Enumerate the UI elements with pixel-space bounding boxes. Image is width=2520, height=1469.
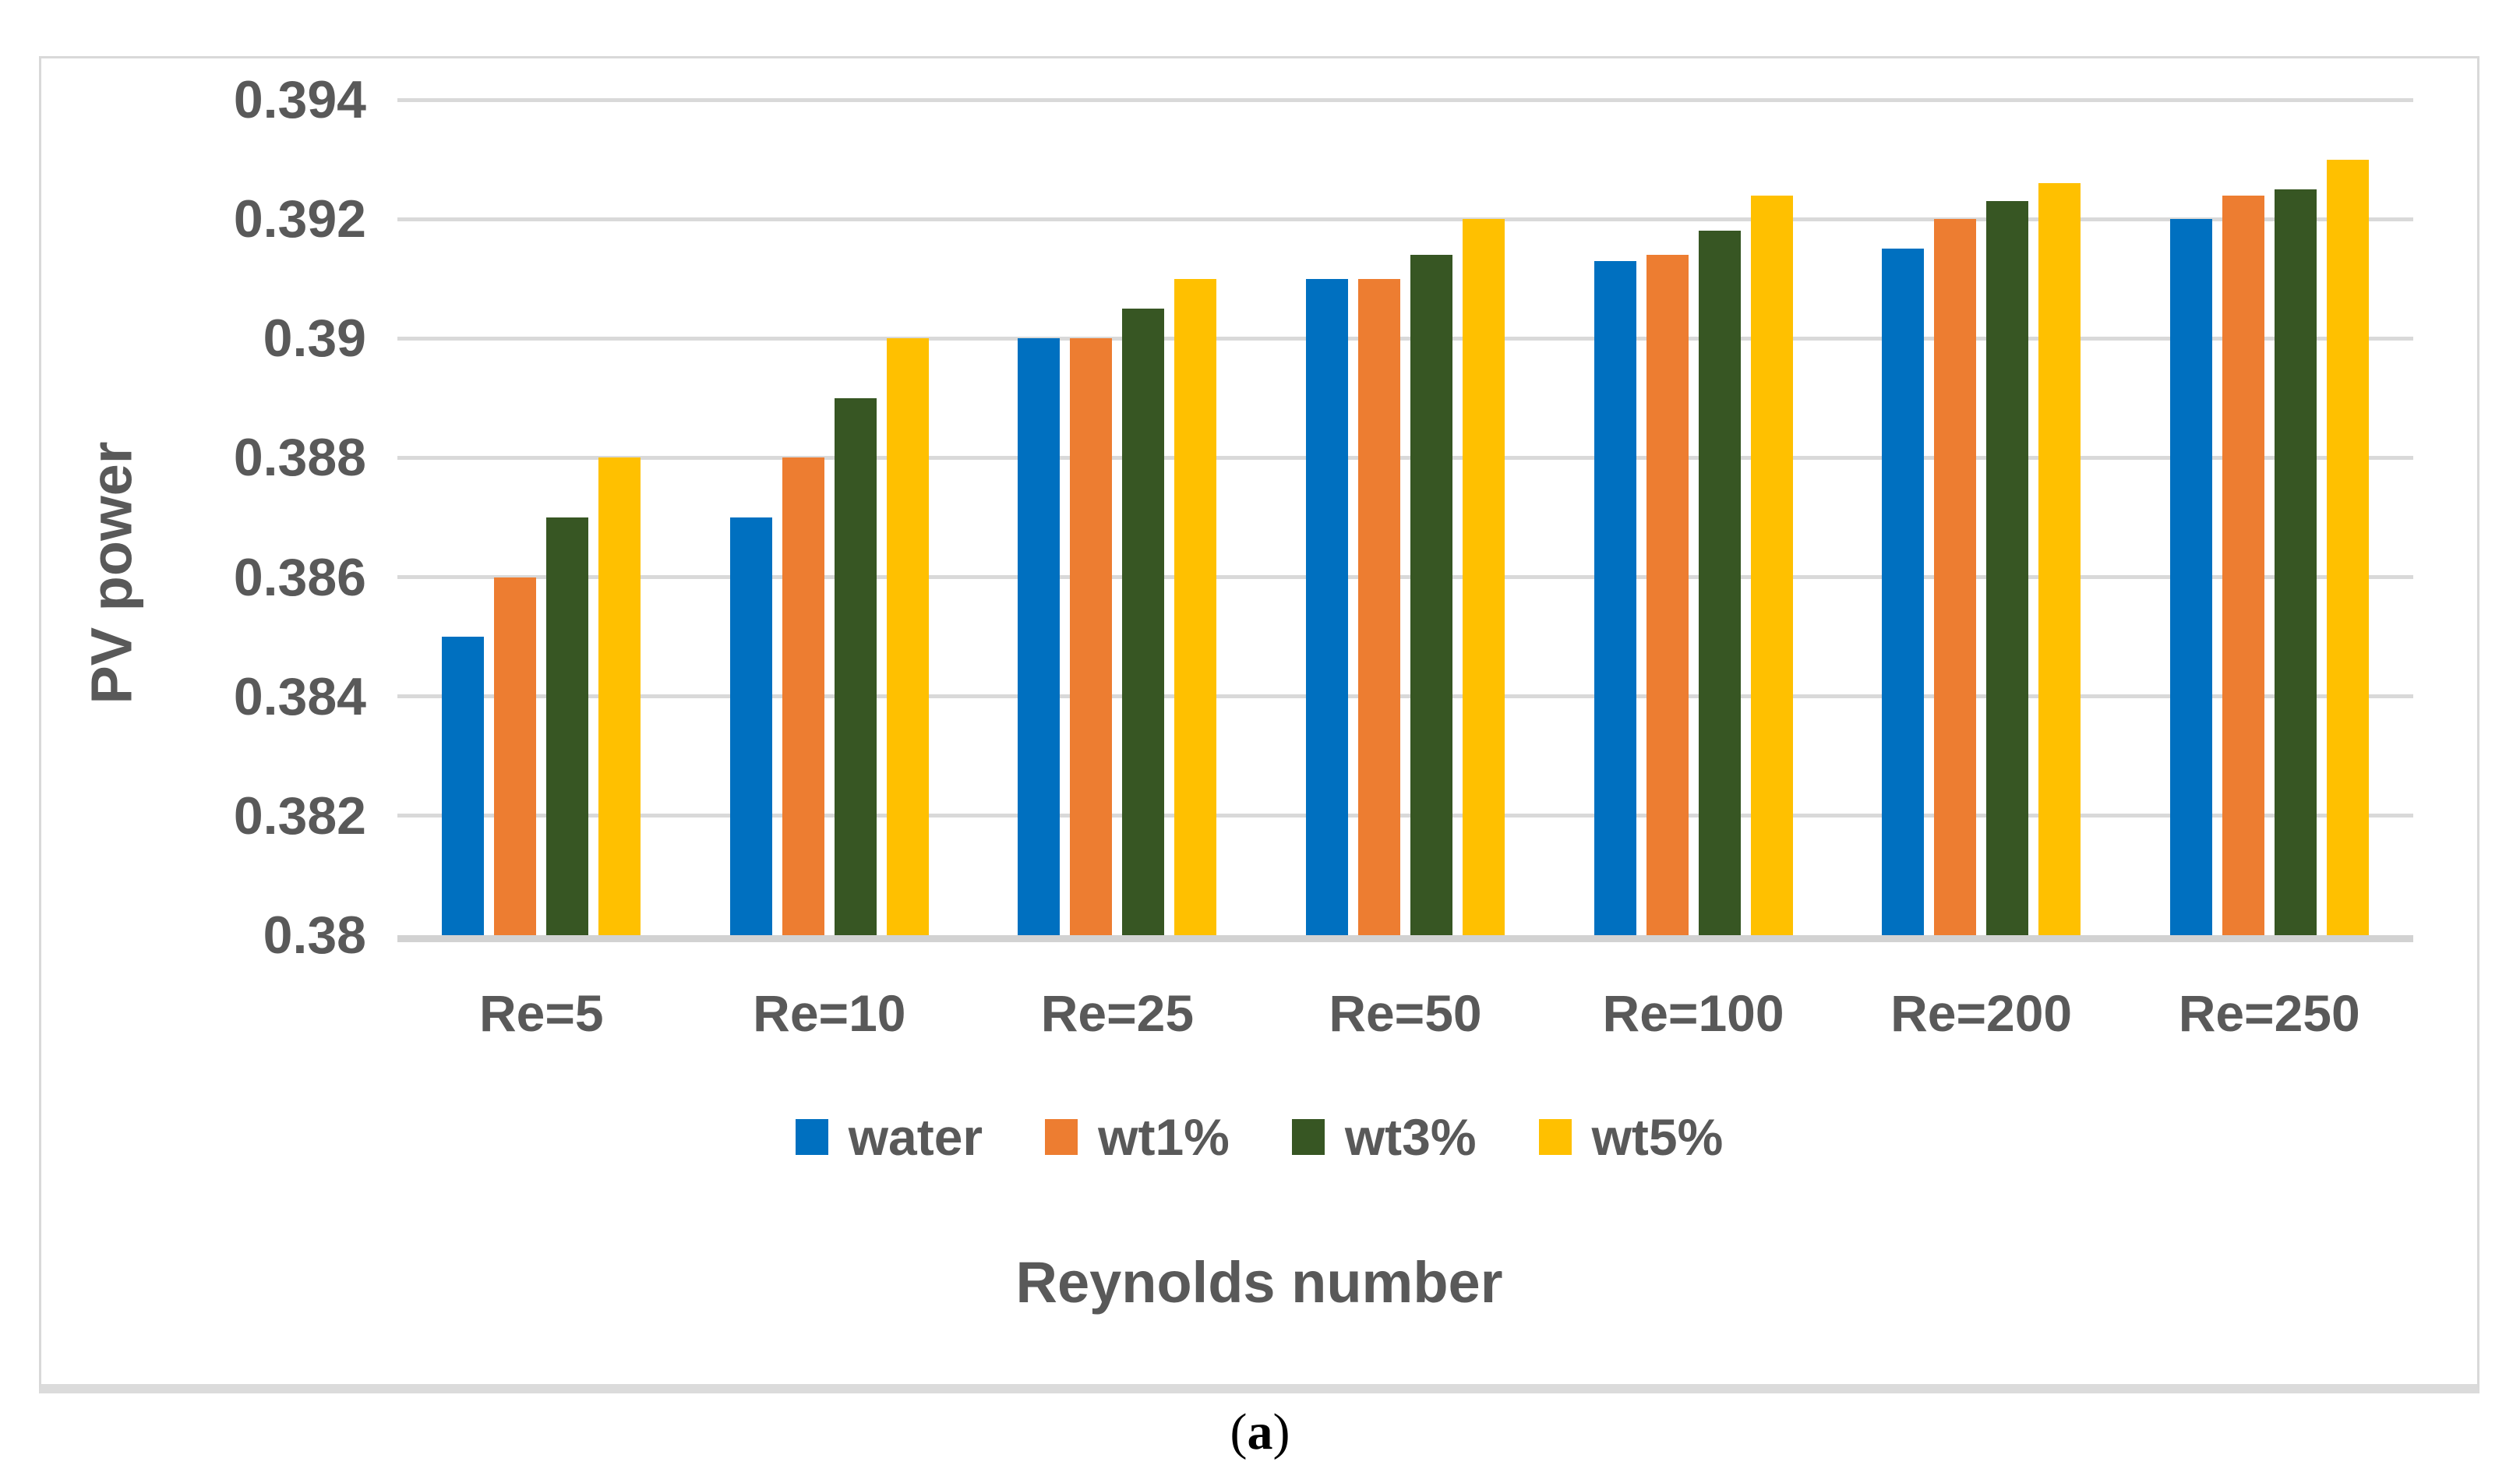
bar-wt3%-Re=200: [1986, 201, 2029, 935]
caption-open-paren: (: [1230, 1404, 1248, 1460]
legend-swatch-wt5%: [1538, 1119, 1572, 1155]
bar-water-Re=250: [2169, 219, 2212, 935]
gridline: [397, 97, 2413, 102]
x-tick-label: Re=200: [1890, 984, 2073, 1042]
bar-water-Re=100: [1594, 260, 1636, 935]
x-tick-label: Re=10: [753, 984, 906, 1042]
chart-area: PV power 0.38 0.382 0.384 0.386 0.388 0.39 0.3…: [39, 56, 2479, 1393]
bar-water-Re=50: [1306, 278, 1348, 935]
y-tick-label: 0.394: [233, 70, 366, 129]
x-axis-title: Reynolds number: [1015, 1250, 1503, 1315]
bar-wt1%-Re=25: [1070, 338, 1113, 935]
legend-swatch-water: [795, 1119, 828, 1155]
legend-label: wt5%: [1591, 1108, 1724, 1166]
y-tick-label: 0.388: [233, 428, 366, 488]
bar-wt5%-Re=250: [2326, 159, 2369, 935]
y-tick-label: 0.386: [233, 547, 366, 607]
bar-wt5%-Re=100: [1750, 195, 1793, 935]
bar-wt3%-Re=250: [2274, 189, 2317, 935]
legend-item-wt1%: wt1%: [1045, 1111, 1230, 1163]
legend-swatch-wt3%: [1291, 1119, 1325, 1155]
bar-wt1%-Re=200: [1934, 219, 1977, 935]
caption-close-paren: ): [1272, 1404, 1290, 1460]
bar-wt5%-Re=10: [886, 338, 929, 935]
y-tick-label: 0.382: [233, 786, 366, 846]
gridline: [397, 694, 2413, 699]
y-tick-label: 0.384: [233, 666, 366, 726]
bar-wt3%-Re=25: [1122, 309, 1165, 935]
x-tick-label: Re=5: [478, 984, 604, 1042]
bar-water-Re=5: [442, 637, 485, 935]
bar-water-Re=200: [1882, 249, 1925, 935]
y-tick-label: 0.39: [263, 309, 366, 369]
bar-wt1%-Re=5: [494, 577, 537, 935]
bar-water-Re=10: [729, 517, 772, 935]
gridline: [397, 336, 2413, 341]
legend-item-wt5%: wt5%: [1538, 1108, 1724, 1166]
bar-wt3%-Re=10: [834, 397, 877, 935]
bar-water-Re=25: [1018, 338, 1061, 935]
x-tick-label: Re=100: [1602, 984, 1784, 1042]
legend-label: wt1%: [1098, 1108, 1230, 1166]
bar-wt3%-Re=5: [546, 517, 589, 935]
bar-wt1%-Re=50: [1358, 278, 1400, 935]
x-tick-label: Re=250: [2178, 984, 2360, 1042]
x-tick-label: Re=25: [1040, 984, 1195, 1042]
legend-label: wt3%: [1344, 1108, 1477, 1166]
bar-wt5%-Re=50: [1463, 219, 1505, 935]
gridline: [397, 575, 2413, 580]
bar-wt1%-Re=10: [782, 457, 824, 935]
plot-area: 0.38 0.382 0.384 0.386 0.388 0.39 0.392 0.394 Re…: [234, 73, 2413, 1042]
gridline: [397, 814, 2413, 818]
legend-swatch-wt1%: [1045, 1119, 1078, 1155]
bar-wt1%-Re=100: [1646, 255, 1689, 935]
gridline: [397, 455, 2413, 460]
legend-item-water: water: [795, 1108, 983, 1166]
bar-wt5%-Re=200: [2038, 183, 2081, 935]
legend-item-wt3%: wt3%: [1291, 1108, 1477, 1166]
bar-wt5%-Re=25: [1174, 278, 1217, 935]
bar-wt3%-Re=50: [1410, 255, 1452, 935]
gridline: [397, 217, 2413, 221]
caption-letter: a: [1247, 1404, 1273, 1460]
bar-wt1%-Re=250: [2222, 195, 2264, 935]
y-tick-label: 0.38: [263, 906, 366, 965]
x-tick-label: Re=50: [1329, 984, 1482, 1042]
bar-wt3%-Re=100: [1698, 231, 1741, 935]
figure-caption: (a): [0, 1401, 2520, 1464]
legend-label: water: [848, 1108, 983, 1166]
x-axis-line: [397, 935, 2413, 942]
legend: water wt1% wt3% wt5%: [41, 1111, 2477, 1163]
y-tick-label: 0.392: [233, 189, 366, 249]
bar-wt5%-Re=5: [598, 457, 641, 935]
